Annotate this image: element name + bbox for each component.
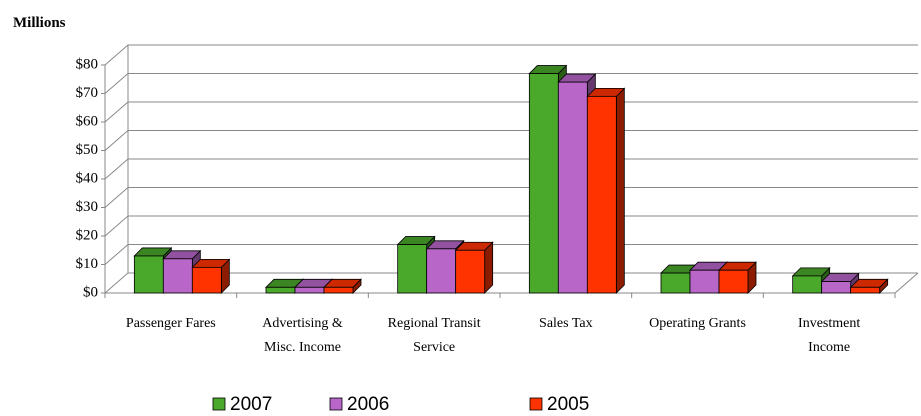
bar bbox=[689, 269, 720, 294]
bar bbox=[850, 286, 881, 294]
y-tick-label: $40 bbox=[76, 170, 99, 186]
grid-line bbox=[104, 44, 918, 66]
bar bbox=[557, 81, 588, 294]
y-tick-label: $80 bbox=[76, 56, 99, 72]
bar bbox=[586, 95, 617, 294]
bar bbox=[660, 272, 691, 294]
grid-line bbox=[104, 215, 918, 237]
bar bbox=[294, 286, 325, 294]
x-tick-label: Advertising & Misc. Income bbox=[262, 316, 343, 355]
legend-label: 2006 bbox=[347, 394, 389, 415]
bar bbox=[323, 286, 354, 294]
y-tick-label: $70 bbox=[76, 85, 99, 101]
bar bbox=[162, 258, 193, 294]
bar-side bbox=[484, 241, 494, 294]
grid-line bbox=[104, 187, 918, 208]
legend-label: 2005 bbox=[547, 394, 589, 415]
bar bbox=[133, 255, 164, 294]
x-tick-label: Operating Grants bbox=[649, 316, 746, 331]
y-tick-label: $60 bbox=[76, 113, 99, 129]
grid-line bbox=[104, 101, 918, 123]
bar bbox=[718, 269, 749, 294]
bar bbox=[455, 249, 486, 294]
legend-label: 2007 bbox=[230, 394, 272, 415]
bar bbox=[821, 281, 852, 294]
legend-swatch bbox=[329, 397, 343, 411]
x-tick-label: Sales Tax bbox=[539, 316, 593, 331]
bar bbox=[792, 275, 823, 294]
y-tick-label: $30 bbox=[76, 199, 99, 215]
y-tick-label: $10 bbox=[76, 256, 99, 272]
legend-swatch bbox=[212, 397, 226, 411]
axis-title: Millions bbox=[13, 15, 66, 31]
bar-side bbox=[615, 87, 625, 294]
x-tick-label: Regional Transit Service bbox=[387, 316, 481, 355]
x-tick-label: Passenger Fares bbox=[125, 316, 216, 331]
bar bbox=[265, 286, 296, 294]
bar bbox=[191, 266, 222, 294]
grid-line bbox=[104, 272, 918, 294]
bar bbox=[397, 244, 428, 294]
bar bbox=[528, 73, 559, 294]
grid-line bbox=[104, 73, 918, 94]
y-tick-label: $50 bbox=[76, 142, 99, 158]
x-tick-label: Investment Income bbox=[798, 316, 861, 355]
grid-line bbox=[104, 158, 918, 180]
legend-swatch bbox=[529, 397, 543, 411]
y-tick-label: $0 bbox=[83, 284, 98, 300]
grid-line bbox=[104, 130, 918, 151]
grid-line bbox=[104, 244, 918, 265]
y-tick-label: $20 bbox=[76, 227, 99, 243]
bar bbox=[426, 248, 457, 294]
